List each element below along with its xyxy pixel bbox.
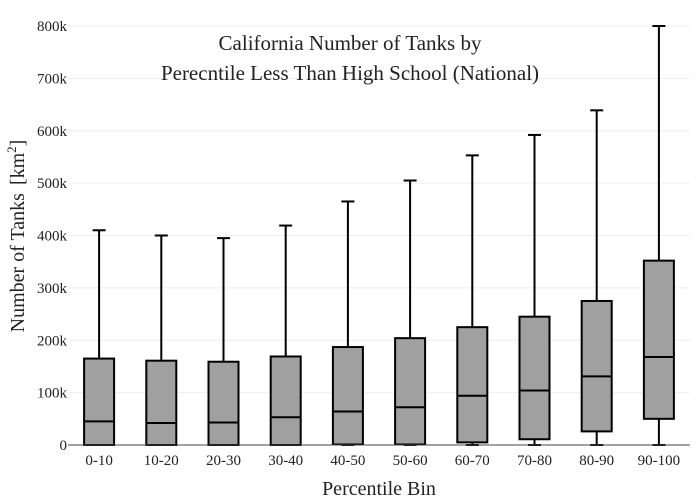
y-axis-title: Number of Tanks [km2] bbox=[4, 140, 29, 333]
box-80-90 bbox=[580, 109, 613, 446]
x-tick-label: 70-80 bbox=[517, 453, 552, 469]
box-plot-series bbox=[83, 25, 675, 447]
y-tick-label: 0 bbox=[60, 438, 68, 454]
y-axis-title-unit-exponent: 2 bbox=[4, 146, 19, 153]
box-20-30 bbox=[207, 237, 240, 447]
y-tick-label: 600k bbox=[37, 124, 68, 140]
box-0-10 bbox=[83, 229, 116, 446]
box-70-80 bbox=[518, 133, 551, 446]
x-tick-label: 60-70 bbox=[455, 453, 490, 469]
y-axis-title-unit: [km bbox=[7, 152, 29, 185]
x-tick-label: 20-30 bbox=[206, 453, 241, 469]
y-axis-title-main: Number of Tanks bbox=[7, 193, 29, 333]
x-tick-label: 0-10 bbox=[85, 453, 113, 469]
iqr-box bbox=[83, 357, 116, 446]
y-tick-label: 300k bbox=[37, 281, 68, 297]
x-tick-label: 10-20 bbox=[144, 453, 179, 469]
iqr-box bbox=[456, 326, 489, 444]
iqr-box bbox=[207, 360, 240, 447]
chart-title-line-2: Perecntile Less Than High School (Nation… bbox=[161, 61, 539, 85]
iqr-box bbox=[145, 359, 178, 446]
y-tick-label: 700k bbox=[37, 71, 68, 87]
x-tick-label: 90-100 bbox=[638, 453, 681, 469]
y-axis-title-unit-close: ] bbox=[7, 140, 29, 147]
y-tick-label: 800k bbox=[37, 19, 68, 35]
iqr-box bbox=[394, 337, 427, 446]
iqr-box bbox=[269, 355, 302, 446]
x-axis-title: Percentile Bin bbox=[322, 478, 436, 500]
x-tick-labels: 0-10 10-20 20-30 30-40 40-50 50-60 60-70 70-80 8… bbox=[85, 453, 680, 469]
y-tick-label: 400k bbox=[37, 229, 68, 245]
box-90-100 bbox=[642, 25, 675, 446]
iqr-box bbox=[642, 259, 675, 420]
box-60-70 bbox=[456, 154, 489, 446]
box-10-20 bbox=[145, 234, 178, 446]
box-30-40 bbox=[269, 224, 302, 446]
box-40-50 bbox=[331, 200, 364, 446]
y-tick-label: 100k bbox=[37, 386, 68, 402]
y-tick-labels: 0 100k 200k 300k 400k 500k 600k 700k 800k bbox=[37, 19, 68, 454]
x-tick-label: 50-60 bbox=[393, 453, 428, 469]
grid-lines bbox=[68, 25, 690, 394]
y-tick-label: 200k bbox=[37, 333, 68, 349]
iqr-box bbox=[331, 346, 364, 446]
x-tick-label: 80-90 bbox=[579, 453, 614, 469]
y-tick-label: 500k bbox=[37, 176, 68, 192]
iqr-box bbox=[580, 299, 613, 433]
box-50-60 bbox=[394, 179, 427, 446]
iqr-box bbox=[518, 315, 551, 441]
x-tick-label: 30-40 bbox=[268, 453, 303, 469]
chart-title-line-1: California Number of Tanks by bbox=[219, 31, 482, 55]
x-tick-label: 40-50 bbox=[330, 453, 365, 469]
